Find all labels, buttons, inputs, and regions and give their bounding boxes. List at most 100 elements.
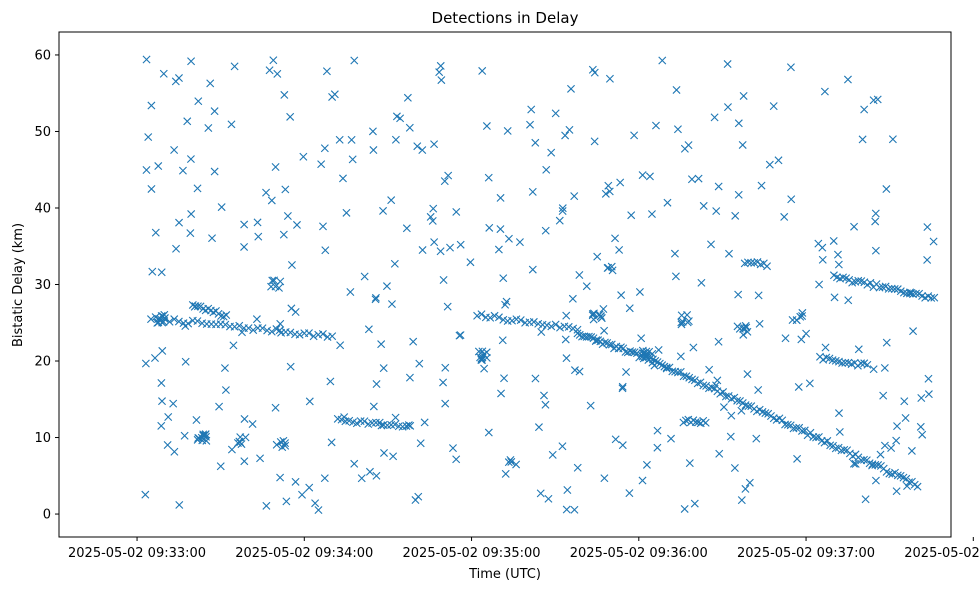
data-point [309, 332, 318, 341]
data-point [377, 340, 386, 349]
data-point [562, 354, 571, 363]
data-point [861, 495, 870, 504]
data-point [181, 357, 190, 366]
data-point [617, 291, 626, 300]
data-point [844, 296, 853, 305]
data-point [368, 127, 377, 136]
data-point [418, 246, 427, 255]
data-point [887, 444, 896, 453]
data-point [848, 278, 857, 287]
data-point [763, 262, 772, 271]
data-point [500, 374, 509, 383]
y-tick-label: 40 [34, 201, 51, 216]
data-point [238, 328, 246, 337]
data-point [707, 240, 715, 249]
data-point [575, 271, 584, 279]
data-point [233, 438, 242, 447]
data-point [371, 418, 380, 427]
data-point [279, 230, 288, 239]
data-point [186, 229, 195, 238]
data-point [504, 458, 513, 467]
data-point [755, 319, 764, 328]
data-point [575, 367, 584, 376]
data-point [923, 255, 932, 264]
data-point [667, 434, 675, 443]
data-point [240, 414, 249, 423]
data-point [551, 320, 560, 329]
data-point [435, 68, 444, 77]
data-point [164, 413, 173, 422]
data-point [262, 188, 271, 197]
data-point [909, 327, 918, 336]
data-point [404, 421, 413, 430]
data-point [601, 189, 610, 198]
data-point [526, 120, 535, 129]
data-point [336, 341, 345, 350]
data-point [866, 278, 875, 287]
data-point [227, 120, 236, 129]
data-point [625, 304, 634, 313]
data-point [680, 504, 689, 513]
data-point [452, 455, 461, 464]
y-tick-label: 30 [34, 278, 51, 293]
data-point [248, 420, 257, 429]
data-point [186, 155, 195, 164]
data-point [737, 406, 746, 415]
data-point [869, 365, 878, 374]
data-point [812, 433, 821, 442]
data-point [663, 198, 672, 207]
data-point [683, 310, 692, 319]
data-point [730, 464, 739, 472]
data-point [144, 133, 153, 142]
data-point [871, 209, 880, 218]
data-point [780, 212, 789, 221]
data-point [605, 187, 614, 196]
data-point [326, 377, 335, 386]
data-point [588, 309, 597, 318]
data-point [141, 359, 150, 368]
data-point [146, 315, 155, 324]
data-point [769, 102, 778, 111]
data-point [596, 312, 605, 321]
data-point [159, 317, 168, 326]
data-point [839, 273, 848, 282]
data-point [721, 392, 730, 401]
data-point [677, 320, 686, 329]
data-point [193, 302, 202, 311]
data-point [413, 142, 422, 151]
data-point [350, 56, 359, 65]
data-point [841, 358, 850, 367]
data-point [187, 210, 196, 219]
data-point [382, 282, 391, 291]
data-point [379, 206, 388, 215]
data-point [626, 347, 635, 356]
data-point [515, 238, 524, 247]
data-point [340, 413, 349, 422]
data-point [287, 260, 296, 269]
data-point [611, 435, 620, 444]
data-point [282, 497, 291, 506]
data-point [835, 427, 844, 436]
data-point [299, 152, 308, 161]
data-point [741, 321, 750, 330]
data-point [180, 431, 189, 440]
data-point [158, 397, 166, 406]
data-point [208, 234, 217, 243]
data-point [792, 423, 801, 432]
x-axis-label: Time (UTC) [468, 567, 541, 582]
data-point [456, 240, 465, 249]
data-point [818, 243, 827, 252]
data-point [295, 330, 304, 339]
data-point [739, 91, 748, 100]
data-point [600, 474, 609, 483]
data-point [820, 87, 829, 96]
data-point [170, 146, 179, 154]
data-point [783, 420, 792, 429]
data-point [439, 275, 448, 284]
data-point [379, 364, 388, 373]
data-point [890, 284, 899, 293]
data-point [350, 459, 359, 468]
data-point [654, 345, 663, 354]
data-point [927, 293, 936, 302]
data-point [677, 318, 686, 327]
